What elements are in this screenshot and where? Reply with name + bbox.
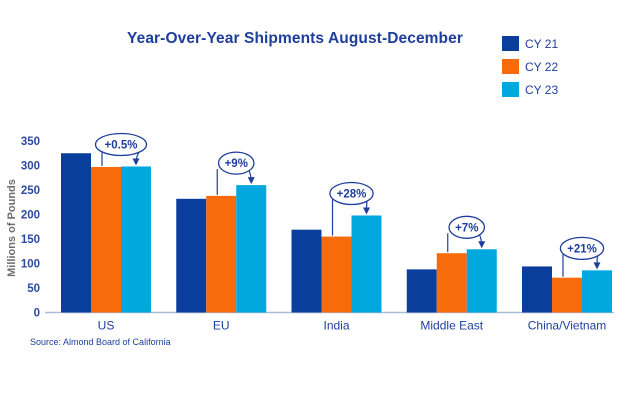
legend-swatch-icon — [502, 82, 519, 97]
bar-EU-CY 23 — [236, 185, 267, 313]
annotation-label: +7% — [455, 222, 478, 234]
y-tick-label: 250 — [21, 185, 40, 197]
annotation-label: +28% — [337, 188, 367, 200]
bar-EU-CY 21 — [176, 198, 207, 313]
legend-label: CY 23 — [525, 82, 559, 97]
bar-India-CY 22 — [321, 236, 352, 313]
legend: CY 21 CY 22 CY 23 — [502, 36, 558, 97]
bar-EU-CY 22 — [206, 195, 237, 313]
x-category-label: Middle East — [420, 319, 483, 333]
bar-US-CY 21 — [61, 153, 91, 313]
annotation-label: +9% — [225, 158, 248, 170]
bar-India-CY 23 — [351, 215, 382, 313]
y-tick-label: 350 — [21, 136, 40, 148]
y-tick-label: 50 — [27, 283, 40, 295]
annotation-arrowhead-icon — [132, 158, 140, 166]
bar-US-CY 23 — [121, 166, 151, 313]
y-tick-label: 0 — [34, 308, 40, 320]
legend-swatch-icon — [502, 36, 519, 51]
legend-label: CY 21 — [525, 36, 559, 51]
annotation-ellipse — [217, 151, 255, 175]
x-category-label: EU — [213, 319, 230, 333]
annotation-arrowhead-icon — [478, 241, 486, 249]
bar-China/Vietnam-CY 21 — [522, 266, 552, 313]
annotation-ellipse — [94, 132, 148, 157]
legend-item: CY 21 — [502, 36, 558, 51]
y-tick-label: 150 — [21, 234, 40, 246]
y-tick-label: 100 — [21, 259, 40, 271]
annotation-arrowhead-icon — [593, 262, 601, 270]
annotation-label: +0.5% — [105, 139, 138, 151]
y-tick-label: 300 — [21, 161, 40, 173]
annotation-arrowhead-icon — [363, 207, 370, 215]
chart-title: Year-Over-Year Shipments August-December — [127, 30, 463, 47]
source-note: Source: Almond Board of California — [30, 337, 171, 347]
annotation-ellipse — [559, 236, 605, 261]
bar-China/Vietnam-CY 22 — [552, 277, 582, 313]
annotation-ellipse — [329, 181, 374, 206]
x-category-label: China/Vietnam — [528, 319, 607, 333]
annotation-ellipse — [448, 215, 486, 239]
bar-China/Vietnam-CY 23 — [582, 270, 612, 313]
legend-swatch-icon — [502, 59, 519, 74]
annotation-label: +21% — [567, 243, 597, 255]
y-tick-label: 200 — [21, 210, 40, 222]
bar-Middle East-CY 22 — [436, 253, 467, 313]
bar-Middle East-CY 23 — [466, 249, 497, 313]
legend-item: CY 22 — [502, 59, 558, 74]
x-category-label: US — [98, 319, 115, 333]
bar-US-CY 22 — [91, 166, 121, 313]
bar-India-CY 21 — [291, 229, 322, 313]
legend-label: CY 22 — [525, 59, 559, 74]
bar-Middle East-CY 21 — [406, 269, 437, 313]
legend-item: CY 23 — [502, 82, 558, 97]
x-category-label: India — [323, 319, 349, 333]
annotation-arrowhead-icon — [247, 177, 255, 185]
